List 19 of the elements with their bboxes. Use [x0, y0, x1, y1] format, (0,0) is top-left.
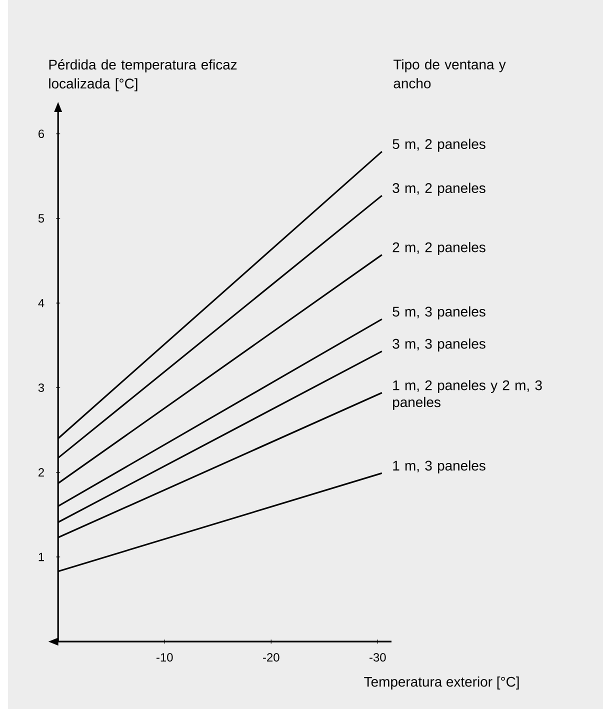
y-tick-label: 6	[38, 130, 44, 138]
series-label: 1 m, 3 paneles	[393, 460, 486, 474]
series-label: 5 m, 3 paneles	[392, 306, 486, 320]
y-tick-label: 1	[38, 552, 44, 562]
series-label: 3 m, 3 paneles	[392, 338, 486, 352]
series-label: 5 m, 2 paneles	[392, 138, 486, 152]
x-tick-label: -30	[370, 653, 386, 662]
series-label: 3 m, 2 paneles	[392, 182, 486, 196]
y-axis-title: Pérdida de temperatura eficaz localizada [°C]	[49, 59, 237, 92]
x-tick-label: -10	[156, 653, 173, 662]
y-tick-label: 5	[38, 214, 44, 223]
y-tick-label: 2	[38, 468, 44, 476]
y-tick-label: 4	[38, 298, 44, 308]
x-axis-title: Temperatura exterior [°C]	[364, 676, 519, 690]
y-tick-label: 3	[38, 383, 44, 392]
legend-title: Tipo de ventana y ancho	[394, 59, 506, 88]
series-label: 1 m, 2 paneles y 2 m, 3 paneles	[393, 380, 542, 410]
x-tick-label: -20	[263, 653, 280, 662]
series-label: 2 m, 2 paneles	[392, 242, 486, 256]
